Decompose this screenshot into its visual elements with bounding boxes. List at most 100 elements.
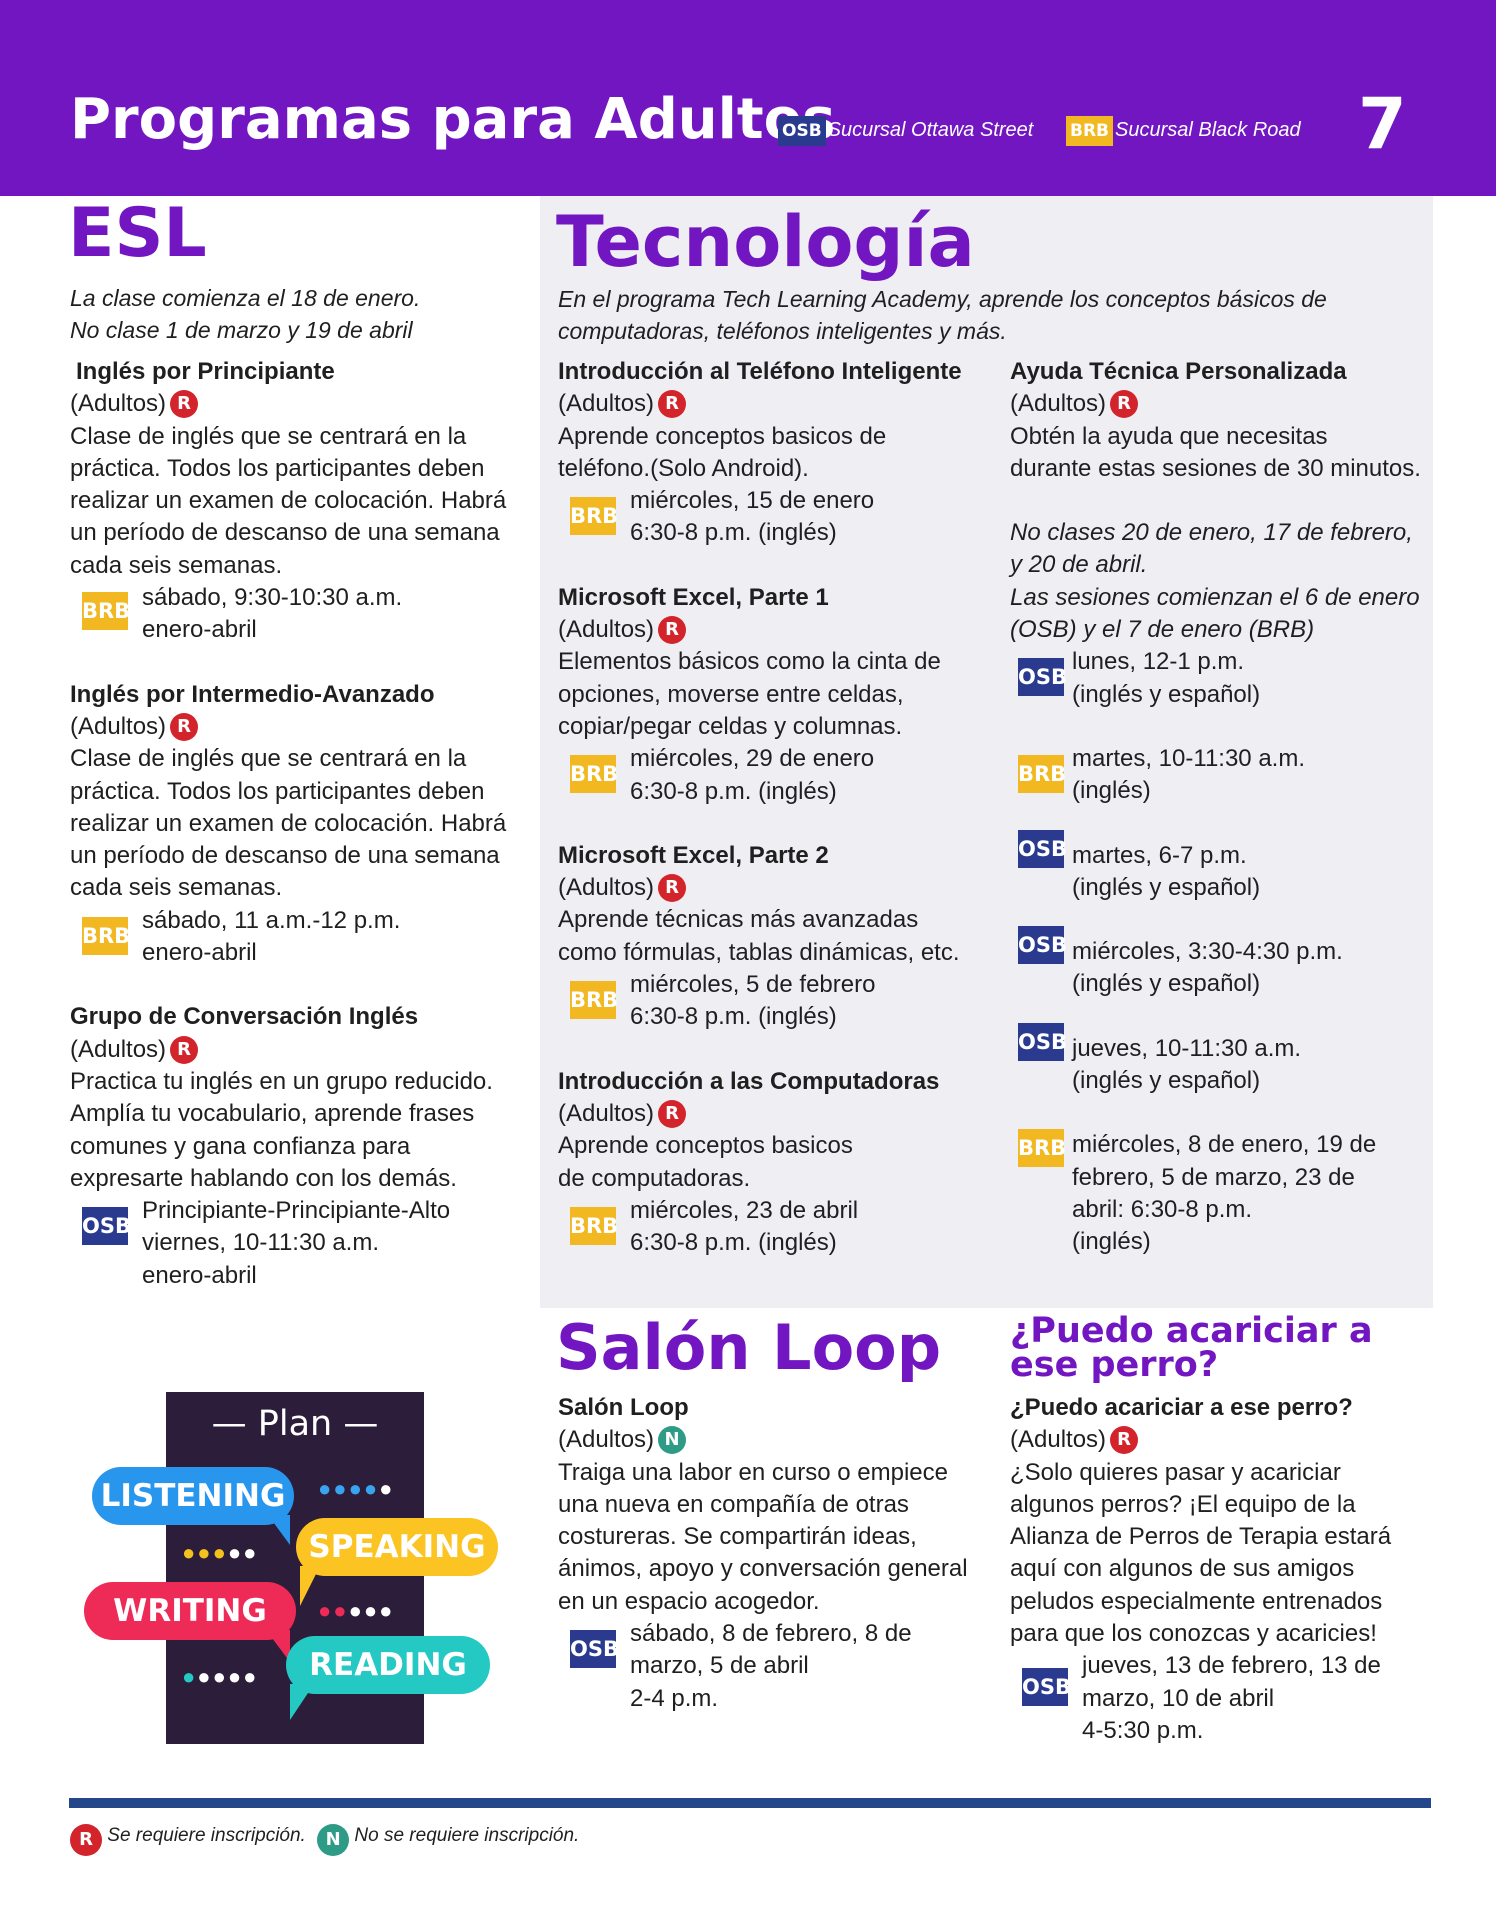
branch-badge-brb: BRB bbox=[1018, 754, 1066, 793]
program-name: Ayuda Técnica Personalizada bbox=[1010, 358, 1347, 385]
schedule-line: 6:30-8 p.m. (inglés) bbox=[630, 777, 837, 805]
dog-title-line: ese perro? bbox=[1010, 1345, 1219, 1385]
program-desc: Elementos básicos como la cinta de bbox=[558, 648, 941, 676]
dots-decoration: ●●●●● bbox=[318, 1476, 395, 1501]
program-note: No clases 20 de enero, 17 de febrero, bbox=[1010, 519, 1413, 547]
schedule-line: 2-4 p.m. bbox=[630, 1684, 719, 1712]
registration-required-icon: R bbox=[1110, 1426, 1139, 1455]
schedule-line: lunes, 12-1 p.m. bbox=[1072, 648, 1245, 676]
program-name: Inglés por Intermedio-Avanzado bbox=[70, 680, 435, 708]
branch-badge-osb: OSB bbox=[570, 1630, 619, 1669]
program-desc: copiar/pegar celdas y columnas. bbox=[558, 712, 903, 740]
plan-heading-text: Plan bbox=[257, 1404, 333, 1444]
program-name: Introducción al Teléfono Inteligente bbox=[558, 358, 962, 385]
reading-bubble: READING bbox=[286, 1636, 490, 1694]
schedule-line: (inglés) bbox=[1072, 777, 1151, 805]
audience-label: (Adultos) bbox=[558, 1426, 655, 1454]
schedule-line: 6:30-8 p.m. (inglés) bbox=[630, 1229, 837, 1257]
program-name: Microsoft Excel, Parte 2 bbox=[558, 841, 829, 869]
program-desc: Clase de inglés que se centrará en la bbox=[70, 422, 467, 450]
schedule-line: febrero, 5 de marzo, 23 de bbox=[1072, 1163, 1355, 1191]
tech-right-column: Ayuda Técnica Personalizada (Adultos) R O… bbox=[1010, 356, 1421, 1259]
program-desc: Amplía tu vocabulario, aprende frases bbox=[70, 1100, 475, 1128]
footer-legend: R Se requiere inscripción. N No se requi… bbox=[66, 1820, 579, 1856]
schedule: BRB sábado, 9:30-10:30 a.m. enero-abril bbox=[70, 582, 506, 647]
schedule-line: miércoles, 23 de abril bbox=[630, 1196, 859, 1224]
branch-badge-brb: BRB bbox=[570, 755, 618, 794]
program-desc: expresarte hablando con los demás. bbox=[70, 1164, 457, 1192]
schedule-line: 4-5:30 p.m. bbox=[1082, 1716, 1204, 1744]
program-desc: un período de descanso de una semana bbox=[70, 519, 500, 547]
dots-decoration: ●●●●● bbox=[182, 1664, 259, 1689]
program-desc: de computadoras. bbox=[558, 1164, 751, 1192]
schedule-line: marzo, 5 de abril bbox=[630, 1652, 809, 1680]
loop-title: Salón Loop bbox=[556, 1311, 942, 1384]
branch-badge-osb: OSB bbox=[1018, 829, 1067, 868]
registration-required-icon: R bbox=[658, 616, 687, 645]
registration-required-icon: R bbox=[658, 1099, 687, 1128]
schedule-line: 6:30-8 p.m. (inglés) bbox=[630, 1003, 837, 1031]
program-audience: (Adultos) R bbox=[70, 711, 506, 743]
schedule-line: enero-abril bbox=[142, 1261, 257, 1289]
program-desc: una nueva en compañía de otras bbox=[558, 1490, 909, 1518]
program-desc: cada seis semanas. bbox=[70, 874, 283, 902]
program-desc: un período de descanso de una semana bbox=[70, 842, 500, 870]
program-desc: práctica. Todos los participantes deben bbox=[70, 454, 485, 482]
audience-label: (Adultos) bbox=[70, 390, 167, 418]
program-desc: ánimos, apoyo y conversación general bbox=[558, 1555, 968, 1583]
schedule-line: (inglés) bbox=[1072, 1228, 1151, 1256]
program-desc: opciones, moverse entre celdas, bbox=[558, 680, 904, 708]
listening-bubble: LISTENING bbox=[92, 1467, 294, 1525]
program-desc: realizar un examen de colocación. Habrá bbox=[70, 487, 507, 515]
program-desc: para que los conozcas y acaricies! bbox=[1010, 1620, 1377, 1648]
dots-decoration: ●●●●● bbox=[182, 1540, 259, 1565]
audience-label: (Adultos) bbox=[1010, 1426, 1107, 1454]
registration-required-icon: R bbox=[170, 712, 199, 741]
schedule-line: (inglés y español) bbox=[1072, 1067, 1261, 1095]
program-name: Inglés por Principiante bbox=[76, 358, 335, 385]
program-name: ¿Puedo acariciar a ese perro? bbox=[1010, 1394, 1353, 1421]
program-desc: en un espacio acogedor. bbox=[558, 1587, 820, 1615]
program-audience: (Adultos) R bbox=[558, 872, 962, 904]
schedule-line: 6:30-8 p.m. (inglés) bbox=[630, 519, 837, 547]
schedule: OSB sábado, 8 de febrero, 8 de marzo, 5 … bbox=[558, 1618, 968, 1715]
program-audience: (Adultos) R bbox=[558, 388, 962, 420]
schedule-line: (inglés y español) bbox=[1072, 680, 1261, 708]
schedule: OSB lunes, 12-1 p.m. (inglés y español) bbox=[1006, 646, 1421, 711]
schedule: BRB miércoles, 23 de abril 6:30-8 p.m. (… bbox=[558, 1195, 962, 1260]
schedule: BRB miércoles, 29 de enero 6:30-8 p.m. (… bbox=[558, 743, 962, 808]
audience-label: (Adultos) bbox=[558, 390, 655, 418]
program-desc: Alianza de Perros de Terapia estará bbox=[1010, 1523, 1392, 1551]
audience-label: (Adultos) bbox=[558, 874, 655, 902]
registration-required-icon: R bbox=[1110, 390, 1139, 419]
schedule: OSB martes, 6-7 p.m. (inglés y español) bbox=[1006, 829, 1421, 905]
audience-label: (Adultos) bbox=[558, 616, 655, 644]
schedule-line: viernes, 10-11:30 a.m. bbox=[142, 1229, 380, 1257]
branch-badge-osb: OSB bbox=[1018, 926, 1067, 965]
program-desc: Aprende conceptos basicos de bbox=[558, 422, 887, 450]
schedule-line: sábado, 8 de febrero, 8 de bbox=[630, 1620, 912, 1648]
branch-badge-osb: OSB bbox=[82, 1207, 131, 1246]
program-name: Introducción a las Computadoras bbox=[558, 1067, 940, 1095]
registration-required-icon: R bbox=[70, 1824, 102, 1856]
schedule-line: sábado, 11 a.m.-12 p.m. bbox=[142, 906, 401, 934]
registration-required-label: Se requiere inscripción. bbox=[107, 1825, 306, 1846]
schedule: OSB miércoles, 3:30-4:30 p.m. (inglés y … bbox=[1006, 926, 1421, 1001]
program-desc: peludos especialmente entrenados bbox=[1010, 1587, 1383, 1615]
program-desc: como fórmulas, tablas dinámicas, etc. bbox=[558, 938, 960, 966]
program-audience: (Adultos) R bbox=[1010, 388, 1421, 420]
esl-title: ESL bbox=[68, 194, 207, 273]
program-desc: realizar un examen de colocación. Habrá bbox=[70, 809, 507, 837]
brb-branch-name: Sucursal Black Road bbox=[1115, 119, 1301, 141]
tech-left-column: Introducción al Teléfono Inteligente (Ad… bbox=[558, 356, 962, 1259]
program-desc: aquí con algunos de sus amigos bbox=[1010, 1555, 1355, 1583]
branch-badge-brb: BRB bbox=[570, 497, 618, 536]
esl-programs: Inglés por Principiante (Adultos) R Clase… bbox=[70, 356, 506, 1292]
branch-badge-brb: BRB bbox=[570, 1206, 618, 1245]
registration-required-icon: R bbox=[170, 1035, 199, 1064]
branch-badge-brb: BRB bbox=[82, 916, 130, 955]
schedule-line: enero-abril bbox=[142, 616, 257, 644]
tech-panel bbox=[540, 196, 1433, 1308]
esl-intro: La clase comienza el 18 de enero. No cla… bbox=[70, 282, 420, 346]
registration-required-icon: R bbox=[658, 874, 687, 903]
